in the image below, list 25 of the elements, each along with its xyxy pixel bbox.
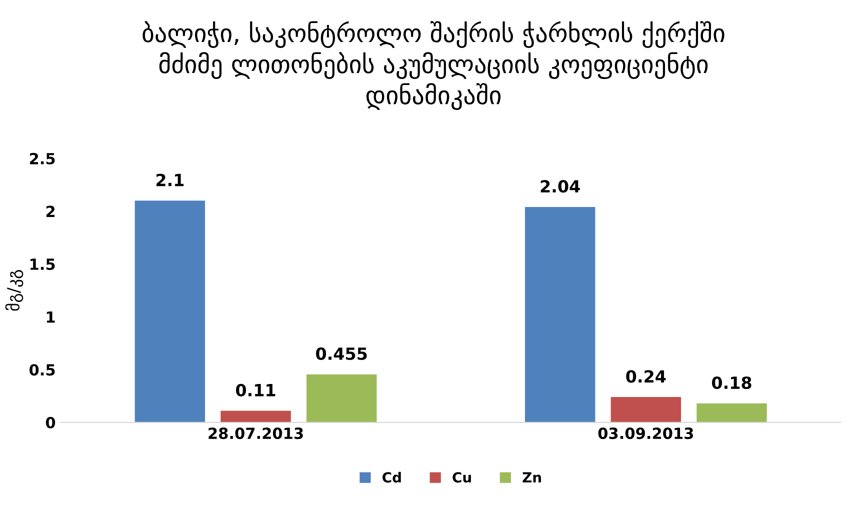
x-tick-label: 28.07.2013: [208, 428, 303, 440]
legend-label: Cd: [382, 472, 401, 483]
data-label: 2.04: [540, 180, 580, 193]
legend-label: Zn: [522, 472, 541, 482]
bar: [524, 206, 596, 422]
bar: [134, 200, 206, 422]
x-tick-label: 03.09.2013: [598, 428, 694, 440]
y-tick-label: 0.5: [29, 364, 55, 376]
y-tick-label: 1.5: [30, 258, 55, 270]
data-label: 0.24: [626, 370, 666, 383]
bar: [220, 410, 291, 422]
y-tick-label: 1: [46, 311, 55, 323]
bar: [610, 397, 682, 422]
data-label: 0.18: [712, 376, 752, 390]
bar: [306, 374, 377, 422]
bar: [696, 403, 767, 422]
y-tick-label: 0: [46, 416, 56, 428]
chart-title: ბალიჭი, საკონტროლო შაქრის ჭარხლის ქერქში მძიმე ლითონების აკუმულაციის კოეფიციენტი დინამიკაში: [142, 21, 724, 110]
y-tick-label: 2: [46, 206, 54, 218]
data-label: 0.11: [236, 384, 276, 396]
data-label: 2.1: [156, 174, 184, 186]
y-axis-title: მგ/კგ: [5, 270, 24, 311]
data-label: 0.455: [316, 347, 367, 360]
y-tick-label: 2.5: [30, 152, 55, 164]
legend-label: Cu: [452, 472, 471, 483]
